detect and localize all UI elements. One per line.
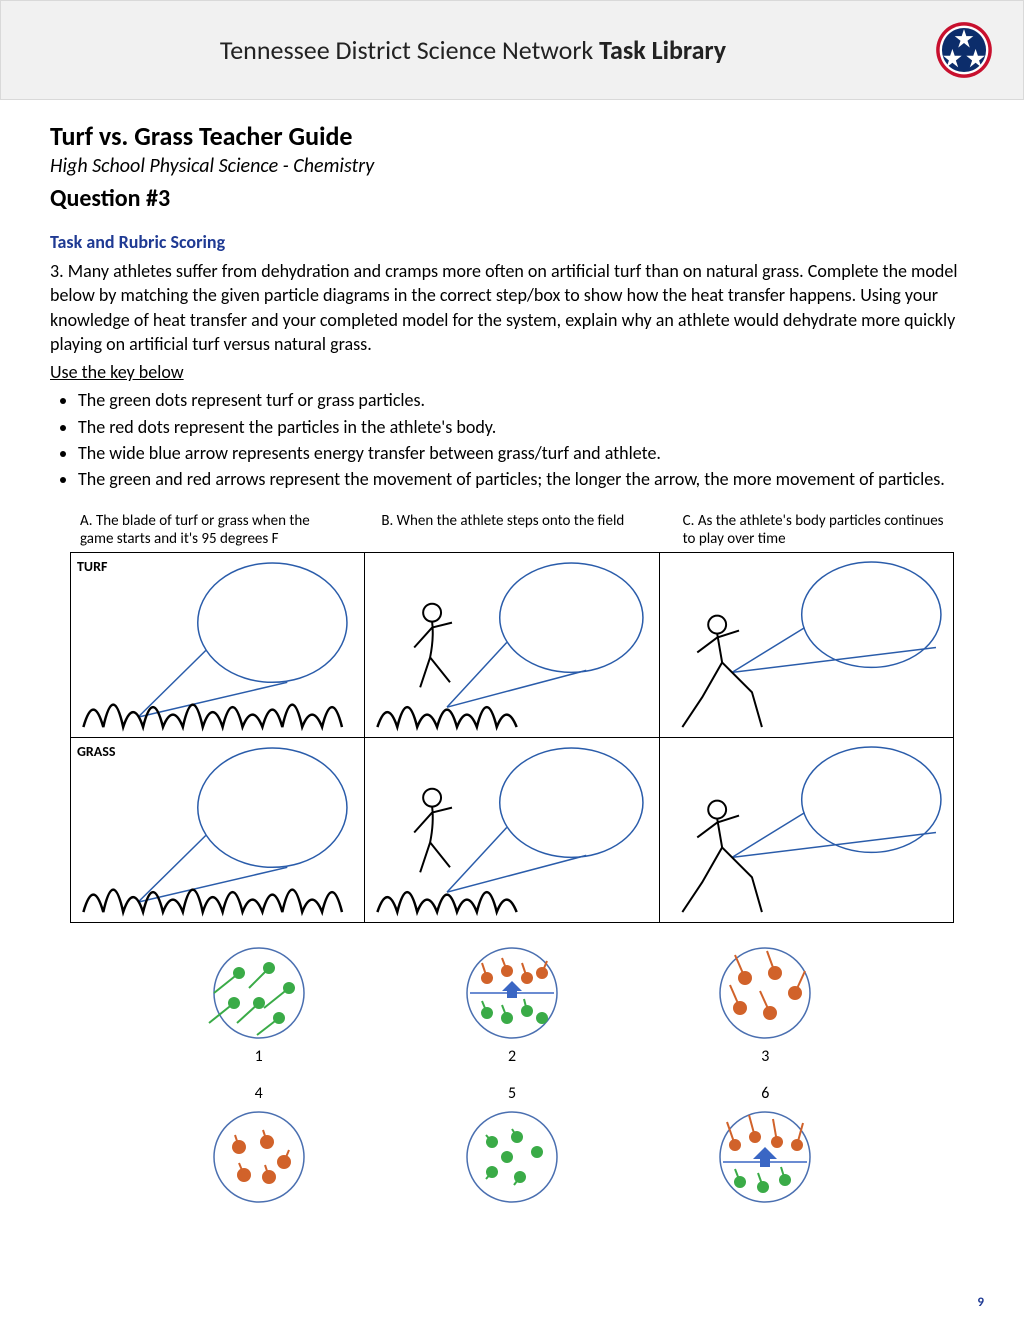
col-b: B. When the athlete steps onto the field xyxy=(381,512,642,548)
answer-1: 1 xyxy=(162,943,355,1070)
column-headers: A. The blade of turf or grass when the g… xyxy=(70,512,954,548)
cell-grass-c xyxy=(659,737,953,922)
cell-turf-a: TURF xyxy=(71,552,365,737)
answer-num: 1 xyxy=(255,1047,263,1066)
cell-svg xyxy=(660,738,953,922)
answer-num: 3 xyxy=(761,1047,769,1066)
col-c: C. As the athlete's body particles conti… xyxy=(683,512,944,548)
cell-grass-b xyxy=(365,737,659,922)
cell-turf-c xyxy=(659,552,953,737)
key-label: Use the key below xyxy=(50,360,974,384)
answer-num: 5 xyxy=(508,1084,516,1103)
header-title-bold: Task Library xyxy=(599,34,726,66)
answer-num: 2 xyxy=(508,1047,516,1066)
prompt-text: 3. Many athletes suffer from dehydration… xyxy=(50,259,974,356)
answer-2: 2 xyxy=(415,943,608,1070)
cell-svg xyxy=(71,738,364,922)
key-item: The green and red arrows represent the m… xyxy=(78,467,974,491)
answer-5: 5 xyxy=(415,1080,608,1207)
answer-4: 4 xyxy=(162,1080,355,1207)
answer-diagrams: 1 2 xyxy=(162,943,862,1207)
key-list: The green dots represent turf or grass p… xyxy=(50,388,974,491)
cell-svg xyxy=(71,553,364,737)
diagram-area: A. The blade of turf or grass when the g… xyxy=(50,512,974,1207)
key-item: The green dots represent turf or grass p… xyxy=(78,388,974,412)
answer-num: 6 xyxy=(761,1084,769,1103)
key-item: The wide blue arrow represents energy tr… xyxy=(78,441,974,465)
doc-title: Turf vs. Grass Teacher Guide xyxy=(50,120,974,152)
cell-turf-b xyxy=(365,552,659,737)
cell-svg xyxy=(365,553,658,737)
section-header: Task and Rubric Scoring xyxy=(50,231,974,253)
cell-svg xyxy=(365,738,658,922)
answer-6: 6 xyxy=(669,1080,862,1207)
question-number: Question #3 xyxy=(50,184,974,213)
diagram-grid: TURF xyxy=(70,552,954,923)
answer-3: 3 xyxy=(669,943,862,1070)
cell-svg xyxy=(660,553,953,737)
answer-num: 4 xyxy=(255,1084,263,1103)
header-bar: Tennessee District Science Network Task … xyxy=(0,0,1024,100)
header-title-plain: Tennessee District Science Network xyxy=(220,34,599,66)
col-a: A. The blade of turf or grass when the g… xyxy=(80,512,341,548)
page-number: 9 xyxy=(977,1295,984,1310)
doc-subtitle: High School Physical Science - Chemistry xyxy=(50,154,974,178)
cell-grass-a: GRASS xyxy=(71,737,365,922)
key-item: The red dots represent the particles in … xyxy=(78,415,974,439)
state-logo-icon xyxy=(935,21,993,79)
header-title: Tennessee District Science Network Task … xyxy=(31,34,915,66)
